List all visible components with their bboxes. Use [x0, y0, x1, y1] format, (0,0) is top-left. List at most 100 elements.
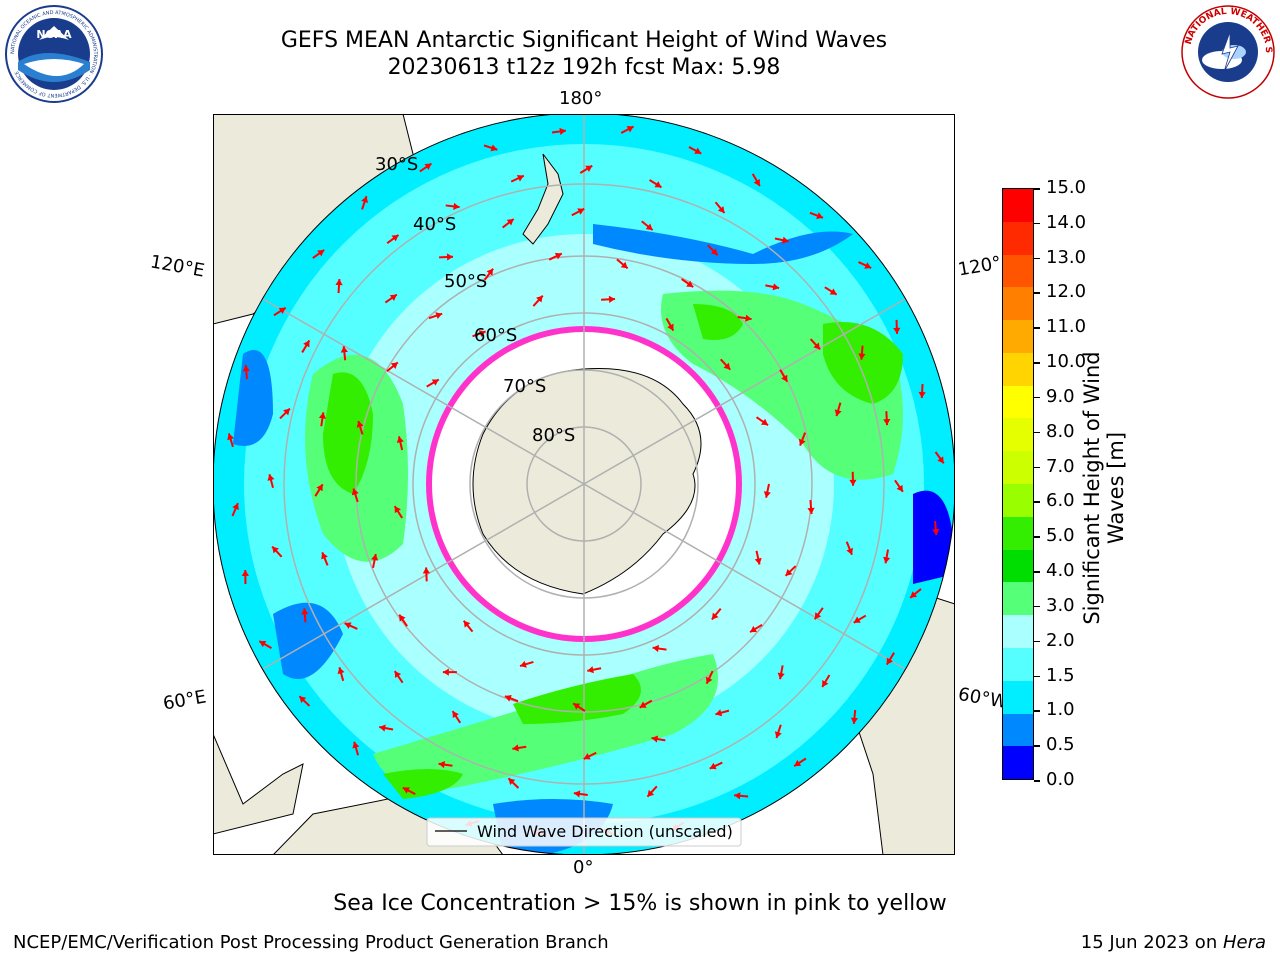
- wind-arrow-head: [864, 262, 872, 269]
- wind-arrow-head: [337, 667, 345, 675]
- colorbar-tick-label: 2.0: [1046, 629, 1075, 651]
- lat-label-30s: 30°S: [375, 154, 418, 175]
- wind-arrow-head: [834, 409, 842, 417]
- colorbar-segment: [1003, 713, 1033, 747]
- colorbar-tick-mark: [1034, 362, 1040, 364]
- wave-patch-blue: [593, 224, 853, 264]
- colorbar-tick-mark: [1034, 431, 1040, 434]
- wind-arrow-head: [283, 408, 290, 416]
- wind-arrow-head: [694, 147, 702, 154]
- wind-arrow-head: [272, 546, 279, 554]
- lon-label-180: 180°: [559, 88, 603, 109]
- colorbar-tick-mark: [1034, 466, 1040, 469]
- wind-arrow-head: [452, 711, 459, 719]
- wind-arrow-head: [335, 279, 343, 286]
- colorbar-tick-label: 13.0: [1046, 246, 1087, 268]
- wind-arrow-head: [390, 362, 398, 370]
- wind-arrow-head: [717, 206, 725, 213]
- wind-arrow-head: [647, 789, 655, 797]
- map-legend: Wind Wave Direction (unscaled): [426, 817, 742, 847]
- colorbar-segment: [1003, 549, 1033, 583]
- wind-arrow-head: [849, 479, 857, 486]
- colorbar-segment: [1003, 746, 1033, 779]
- wind-arrow-head: [798, 438, 806, 446]
- wind-arrow-head: [536, 295, 543, 303]
- colorbar-segment: [1003, 352, 1033, 386]
- wind-arrow-head: [299, 696, 307, 704]
- wind-arrow-head: [667, 323, 674, 331]
- land-antarctica: [472, 367, 702, 595]
- colorbar-segment: [1003, 221, 1033, 255]
- wind-arrow-head: [435, 312, 443, 320]
- wind-arrow-head: [829, 288, 837, 295]
- wind-arrow-head: [777, 672, 785, 680]
- colorbar-tick-label: 12.0: [1046, 281, 1087, 303]
- colorbar-tick-label: 10.0: [1046, 351, 1087, 373]
- wind-arrow-head: [734, 792, 741, 800]
- wind-arrow-head: [463, 620, 471, 628]
- colorbar-tick-mark: [1034, 780, 1040, 782]
- colorbar-segment: [1003, 254, 1033, 288]
- wind-arrow-head: [886, 657, 893, 665]
- wind-arrow-head: [711, 612, 719, 620]
- colorbar-segment: [1003, 451, 1033, 485]
- colorbar-tick-label: 1.0: [1046, 699, 1075, 721]
- wind-arrow-head: [772, 283, 780, 291]
- footer-date: 15 Jun 2023 on Hera: [1081, 932, 1266, 953]
- nws-logo: NATIONAL WEATHER SERVICE: [1173, 0, 1280, 102]
- colorbar-tick-label: 6.0: [1046, 490, 1075, 512]
- wind-arrow-head: [645, 223, 653, 231]
- colorbar-segment: [1003, 582, 1033, 616]
- colorbar-tick-label: 4.0: [1046, 560, 1075, 582]
- legend-label: Wind Wave Direction (unscaled): [477, 822, 733, 841]
- colorbar-tick-label: 9.0: [1046, 385, 1075, 407]
- chart-title: GEFS MEAN Antarctic Significant Height o…: [280, 28, 888, 53]
- colorbar-segment: [1003, 189, 1033, 222]
- wind-arrow-head: [785, 569, 793, 576]
- lon-label-0: 0°: [573, 857, 594, 878]
- wind-arrow-head: [267, 474, 275, 481]
- footer-date-text: 15 Jun 2023 on: [1080, 932, 1223, 953]
- wind-arrow-head: [583, 753, 591, 760]
- land-madagascar: [213, 733, 304, 835]
- wind-arrow-head: [318, 412, 327, 419]
- footer-host: Hera: [1222, 932, 1266, 953]
- colorbar: [1002, 188, 1034, 780]
- land-new-zealand: [522, 153, 564, 245]
- colorbar-segment: [1003, 418, 1033, 452]
- sea-ice-note: Sea Ice Concentration > 15% is shown in …: [333, 891, 947, 916]
- colorbar-segment: [1003, 385, 1033, 419]
- wind-arrow-head: [424, 163, 432, 170]
- wave-patch-green: [693, 304, 743, 340]
- wind-arrow-head: [608, 295, 616, 303]
- wind-arrow-head: [587, 666, 594, 674]
- lat-label-40s: 40°S: [413, 214, 456, 235]
- colorbar-tick-label: 3.0: [1046, 594, 1075, 616]
- colorbar-tick-mark: [1034, 745, 1040, 747]
- wind-arrow-head: [850, 717, 859, 724]
- wind-arrow-head: [371, 554, 379, 561]
- colorbar-label-line2: Waves [m]: [1104, 431, 1128, 545]
- wind-arrow-head: [242, 365, 250, 372]
- wind-arrow-head: [723, 362, 731, 370]
- colorbar-tick-label: 0.5: [1046, 734, 1075, 756]
- colorbar-tick-mark: [1034, 396, 1040, 399]
- colorbar-tick-label: 1.5: [1046, 664, 1075, 686]
- wind-arrow-head: [317, 249, 325, 257]
- wind-arrow-head: [893, 327, 901, 334]
- wind-arrow-head: [396, 436, 404, 444]
- wind-arrow-head: [573, 790, 581, 798]
- wind-arrow-head: [745, 314, 752, 322]
- wind-arrow-head: [431, 379, 439, 386]
- wind-wave-arrows: [227, 125, 945, 837]
- wind-arrow-head: [750, 625, 758, 633]
- wind-arrow-head: [356, 420, 364, 428]
- wind-arrow-head: [858, 353, 866, 360]
- colorbar-tick-mark: [1034, 327, 1040, 329]
- wind-arrow-head: [303, 340, 310, 348]
- wind-arrow-head: [490, 144, 498, 152]
- wind-arrow-head: [340, 346, 348, 353]
- wind-arrow-head: [519, 660, 527, 668]
- colorbar-tick-label: 14.0: [1046, 211, 1087, 233]
- colorbar-segment: [1003, 647, 1033, 681]
